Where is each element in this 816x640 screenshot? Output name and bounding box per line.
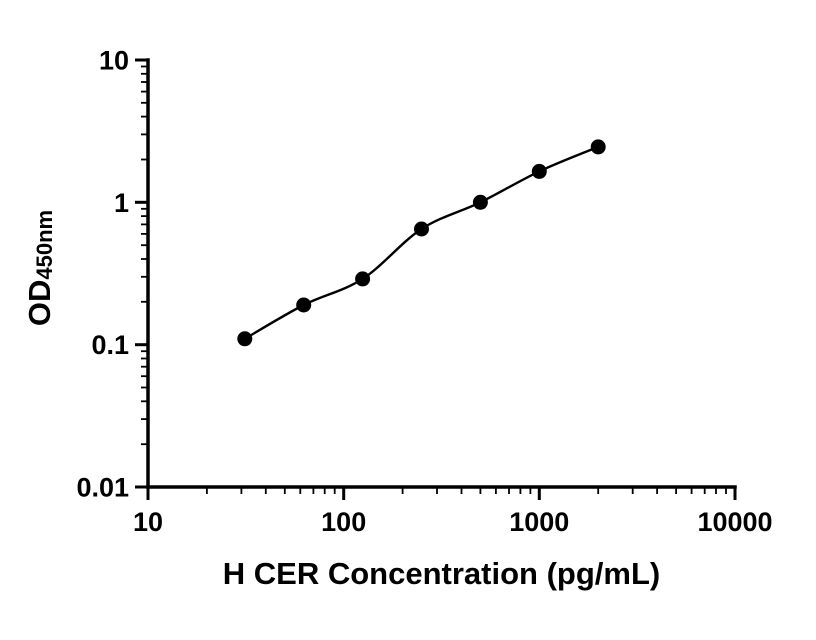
y-tick-label: 1 [114,188,129,218]
x-tick-label: 100 [321,507,366,537]
y-axis-title-main: OD [22,279,57,327]
x-tick-label: 10 [133,507,163,537]
data-point [296,297,312,313]
x-tick-label: 1000 [509,507,569,537]
x-axis-title: H CER Concentration (pg/mL) [222,556,661,591]
x-tick-label: 10000 [697,507,772,537]
data-point [531,163,547,179]
data-point [472,194,488,210]
data-point [414,221,429,237]
data-point [355,271,371,287]
y-axis-title: OD450nm [22,210,58,326]
y-tick-label: 0.1 [91,330,129,360]
data-point [237,331,253,347]
y-axis-title-sub: 450nm [32,209,57,280]
data-point [590,139,606,155]
y-tick-label: 0.01 [76,473,129,503]
y-tick-label: 10 [99,46,129,76]
